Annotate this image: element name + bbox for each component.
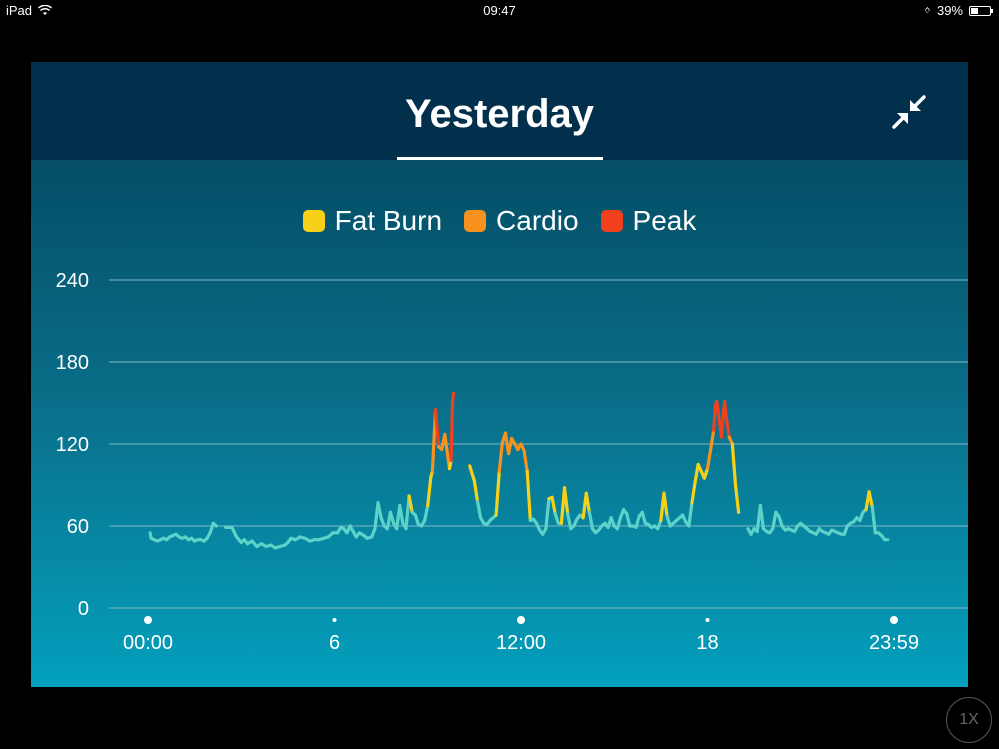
- x-tick-dot: [332, 618, 337, 622]
- y-tick-label: 60: [67, 516, 89, 538]
- x-tick-dot: [517, 616, 525, 624]
- heart-rate-line-segment: [625, 512, 632, 528]
- y-tick-label: 120: [56, 434, 89, 456]
- heart-rate-line-segment: [584, 491, 591, 514]
- heart-rate-panel: Yesterday Fat Burn Cardio Peak 240 180 120 60…: [31, 62, 968, 687]
- status-time: 09:47: [483, 3, 516, 18]
- heart-rate-line-segment: [634, 514, 641, 529]
- legend-swatch: [464, 210, 487, 232]
- heart-rate-line-segment: [715, 400, 720, 416]
- heart-rate-line-segment: [566, 512, 573, 531]
- heart-rate-line-segment: [497, 441, 504, 473]
- heart-rate-line-segment: [522, 449, 529, 473]
- heart-rate-line-segment: [413, 513, 421, 527]
- x-tick-label: 6: [329, 632, 340, 654]
- x-tick-label: 12:00: [496, 632, 546, 654]
- heart-rate-line-segment: [712, 404, 717, 432]
- battery-percent: 39%: [936, 3, 963, 18]
- x-tick-dot: [890, 616, 898, 624]
- heart-rate-line-segment: [423, 503, 430, 523]
- battery-icon: [969, 5, 993, 16]
- heart-rate-line-segment: [722, 400, 728, 419]
- heart-rate-line-segment: [662, 491, 669, 519]
- legend-label: Cardio: [496, 205, 579, 236]
- legend-swatch: [600, 210, 623, 232]
- heart-rate-line-segment: [724, 415, 731, 439]
- heart-rate-line-segment: [475, 499, 483, 520]
- title-underline: [397, 157, 603, 160]
- legend-swatch: [302, 210, 325, 232]
- heart-rate-line-segment: [687, 501, 694, 528]
- heart-rate-line-segment: [562, 486, 570, 516]
- heart-rate-line-segment: [230, 525, 239, 539]
- heart-rate-line-segment: [376, 501, 383, 520]
- heart-rate-line-segment: [733, 483, 741, 514]
- heart-rate-line-segment: [690, 480, 697, 505]
- heart-rate-line-segment: [771, 510, 778, 531]
- x-tick-label: 00:00: [123, 632, 173, 654]
- heart-rate-line-segment: [388, 510, 396, 525]
- heart-rate-line-segment: [867, 490, 874, 509]
- heart-rate-line-segment: [494, 469, 501, 517]
- status-left: iPad: [6, 3, 53, 18]
- legend-item: Cardio: [464, 205, 579, 237]
- status-right: ᛜ 39%: [923, 3, 993, 18]
- panel-header: Yesterday: [31, 62, 968, 160]
- heart-rate-line-segment: [640, 510, 647, 525]
- collapse-arrows-icon[interactable]: [891, 94, 927, 130]
- x-tick-label: 23:59: [869, 632, 919, 654]
- heart-rate-line-segment: [693, 462, 700, 484]
- heart-rate-line-segment: [468, 464, 476, 483]
- heart-rate-line-segment: [398, 503, 405, 525]
- legend-item: Peak: [600, 205, 697, 237]
- device-name: iPad: [6, 3, 33, 18]
- heart-rate-line-segment: [426, 475, 433, 508]
- heart-rate-line-segment: [525, 469, 532, 523]
- y-tick-label: 0: [78, 598, 89, 620]
- legend-item: Fat Burn: [302, 205, 443, 237]
- status-bar: iPad 09:47 ᛜ 39%: [0, 0, 999, 22]
- x-tick-dot: [144, 616, 152, 624]
- heart-rate-line-segment: [702, 467, 710, 480]
- x-tick-dot: [705, 618, 710, 622]
- heart-rate-line-segment: [472, 479, 480, 503]
- heart-rate-line-segment: [544, 497, 551, 531]
- heart-rate-line-segment: [211, 521, 218, 528]
- heart-rate-line-segment: [870, 505, 877, 535]
- page-title: Yesterday: [404, 92, 595, 136]
- heart-rate-line-segment: [730, 442, 738, 487]
- heart-rate-line-segment: [407, 494, 414, 514]
- y-tick-label: 240: [56, 270, 89, 292]
- heart-rate-line-segment: [719, 415, 725, 439]
- battery-level: [971, 7, 979, 14]
- zoom-button[interactable]: 1X: [946, 697, 992, 743]
- x-tick-label: 18: [696, 632, 718, 654]
- legend-label: Fat Burn: [334, 205, 443, 236]
- heart-rate-line-segment: [449, 398, 455, 462]
- legend-label: Peak: [632, 205, 697, 236]
- heart-rate-line-segment: [433, 408, 441, 449]
- heart-rate-line-segment: [506, 436, 514, 456]
- heart-rate-chart: 240 180 120 60 0 00:00 6 12:00 18 23:59: [56, 270, 968, 654]
- heart-rate-line-segment: [777, 514, 784, 528]
- heart-rate-line-segment: [615, 516, 623, 531]
- heart-rate-line-segment: [709, 428, 716, 452]
- wifi-icon: [38, 5, 53, 15]
- heart-rate-line-segment: [553, 512, 560, 525]
- chart-legend: Fat Burn Cardio Peak: [31, 205, 968, 237]
- heart-rate-line-segment: [550, 495, 557, 516]
- heart-rate-line-segment: [705, 447, 713, 471]
- heart-rate-line-segment: [587, 510, 595, 531]
- bluetooth-icon: ᛜ: [923, 3, 931, 18]
- heart-rate-line-segment: [443, 432, 450, 460]
- heart-rate-line-segment: [758, 503, 766, 531]
- heart-rate-line-segment: [451, 391, 456, 402]
- y-tick-label: 180: [56, 352, 89, 374]
